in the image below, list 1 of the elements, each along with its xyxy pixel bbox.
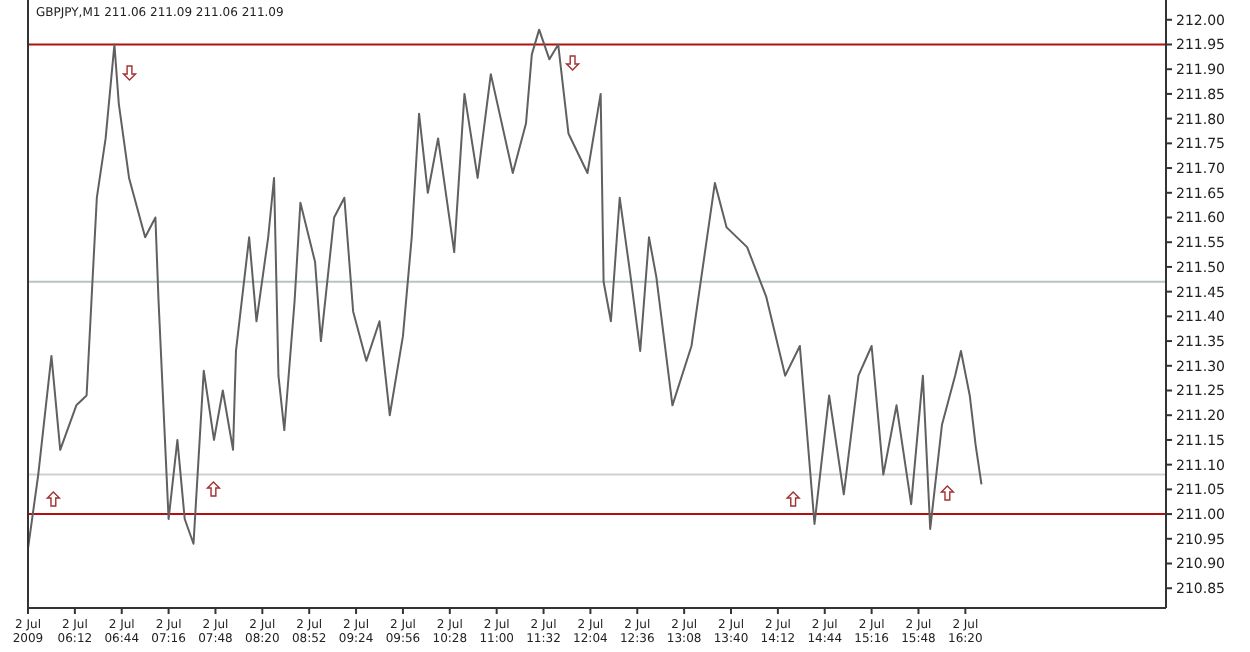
line-series xyxy=(27,28,983,550)
